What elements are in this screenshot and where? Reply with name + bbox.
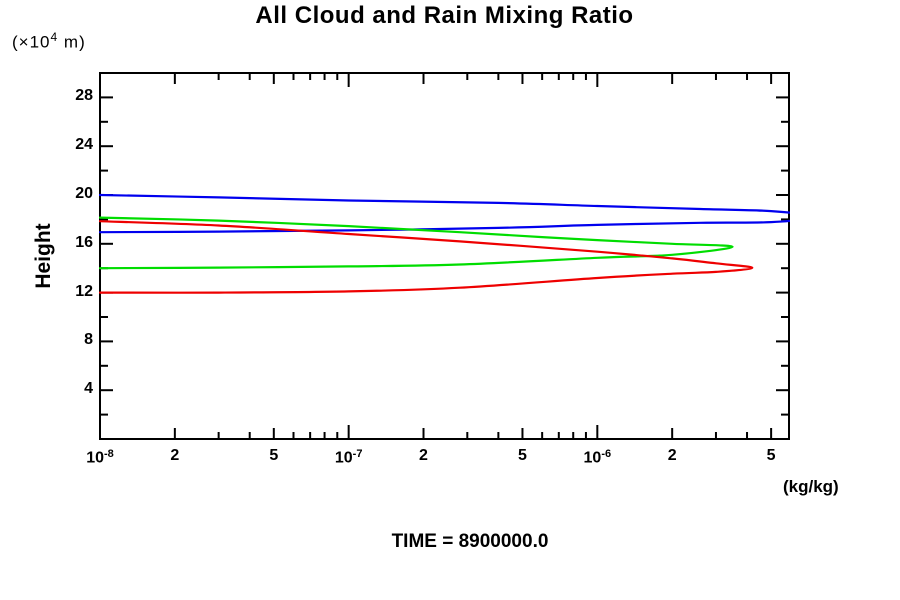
x-axis-tick-label-exponent: -8 xyxy=(104,448,114,460)
series-red-profile-line xyxy=(99,220,754,294)
x-axis-unit-label: (kg/kg) xyxy=(783,477,839,496)
x-axis-tick-label-exponent: -7 xyxy=(352,448,363,460)
chart-title: All Cloud and Rain Mixing Ratio xyxy=(255,2,634,29)
series-group xyxy=(99,193,790,294)
x-axis-tick-label-base: 5 xyxy=(518,447,527,464)
x-axis-tick-label: 10-6 xyxy=(567,447,627,467)
x-axis-tick-label-base: 5 xyxy=(766,447,776,464)
x-axis-tick-label: 5 xyxy=(741,447,801,465)
y-axis-tick-label: 12 xyxy=(75,282,93,300)
x-axis-tick-label-base: 10 xyxy=(86,449,104,467)
x-axis-tick-label-exponent: -6 xyxy=(601,448,612,460)
y-axis-tick-label: 4 xyxy=(84,380,93,398)
x-axis-tick-label: 2 xyxy=(642,447,702,465)
x-axis-tick-label-base: 2 xyxy=(419,447,428,464)
plot-frame xyxy=(99,72,790,440)
x-axis-tick-label: 5 xyxy=(492,447,552,465)
x-axis-tick-label-base: 10 xyxy=(334,449,353,467)
x-axis-tick-label-base: 5 xyxy=(269,447,279,464)
y-axis-unit-exponent: 4 xyxy=(50,30,59,44)
time-annotation: TIME = 8900000.0 xyxy=(391,531,549,552)
x-axis-tick-label: 10-8 xyxy=(70,447,130,467)
y-axis-unit-label: (×104 m) xyxy=(12,30,86,53)
y-axis-tick-label: 20 xyxy=(75,185,93,202)
x-axis-tick-label-base: 10 xyxy=(583,449,602,467)
y-axis-tick-label: 16 xyxy=(75,233,93,251)
series-blue-profile-line xyxy=(99,193,790,234)
y-axis-unit-pre: (×10 xyxy=(12,32,51,52)
y-axis-tick-label: 8 xyxy=(84,331,93,349)
x-axis-tick-label: 2 xyxy=(145,447,205,465)
x-axis-tick-label: 10-7 xyxy=(319,447,379,467)
x-axis-tick-label-base: 2 xyxy=(667,447,677,464)
y-axis-tick-label: 24 xyxy=(75,136,93,154)
x-axis-tick-label: 2 xyxy=(394,447,454,465)
x-axis-tick-label-base: 2 xyxy=(170,447,180,464)
y-axis-tick-label: 28 xyxy=(75,87,93,105)
y-axis-unit-post: m) xyxy=(58,32,86,52)
x-axis-tick-label: 5 xyxy=(244,447,304,465)
series-green-profile-line xyxy=(99,216,734,270)
